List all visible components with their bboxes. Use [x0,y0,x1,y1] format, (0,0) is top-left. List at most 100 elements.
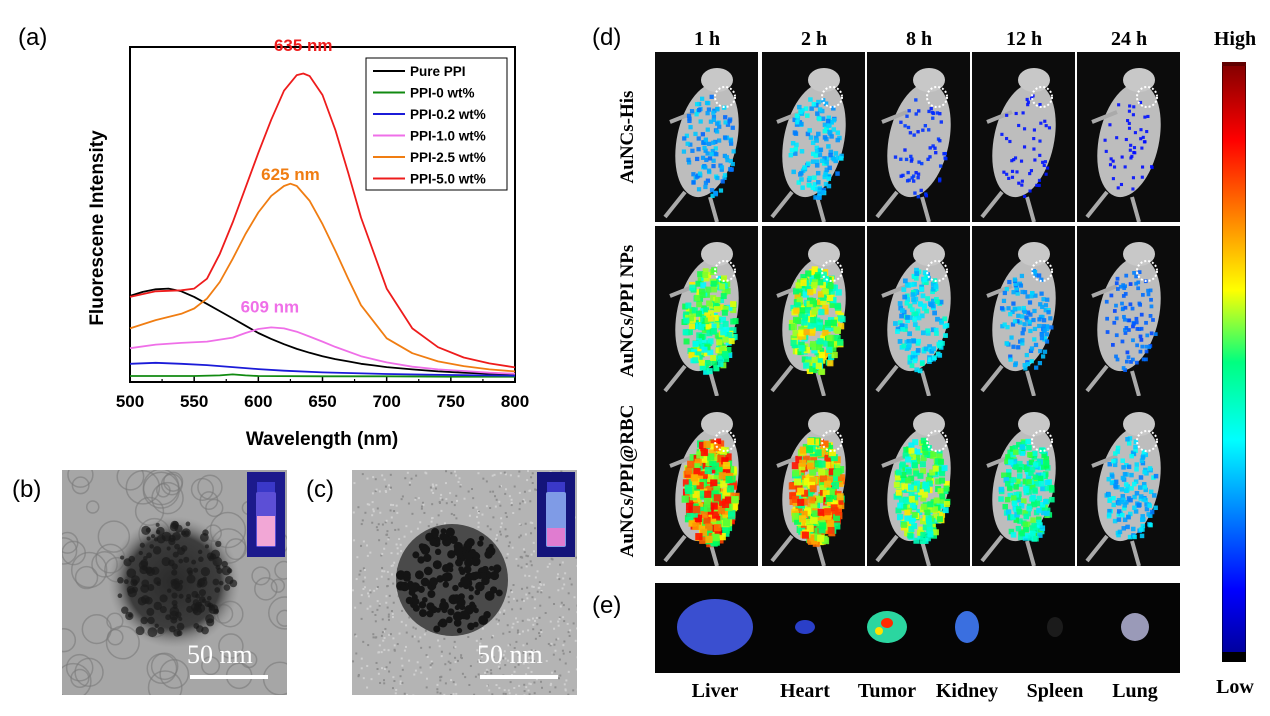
mouse-image [980,242,1056,396]
timepoint-header: 24 h [1110,28,1148,50]
peak-annotation: 609 nm [241,297,300,316]
x-tick-label: 500 [116,392,144,411]
x-axis-label: Wavelength (nm) [246,429,398,450]
series-line-ppi-1-0-wt- [129,326,516,375]
x-tick-label: 750 [437,392,465,411]
panel-label-c: (c) [306,476,334,503]
tem-image-c: 50 nm [352,470,577,695]
peak-annotation: 635 nm [274,36,333,55]
mouse-image [980,68,1056,222]
imaging-cell [762,52,865,222]
scale-bar-c [480,675,558,679]
organ-label: Lung [1112,680,1158,702]
timepoint-header: 2 h [800,28,828,50]
colorbar [1222,62,1246,662]
organ-spleen [1047,617,1063,637]
mouse-image [1085,68,1161,222]
tumor-circle-marker [1031,86,1053,108]
mouse-image [875,412,951,566]
imaging-cell [867,52,970,222]
mouse-image [980,412,1056,566]
imaging-cell [655,52,758,222]
imaging-cell [655,226,758,396]
tumor-circle-marker [1136,430,1158,452]
legend-entry: PPI-5.0 wt% [410,172,486,187]
organ-shapes [677,599,1149,655]
series-line-ppi-0-2-wt- [129,361,516,377]
x-tick-label: 600 [244,392,272,411]
imaging-cell [972,52,1075,222]
imaging-cell [655,396,758,566]
group-row-label: AuNCs/PPI@RBC [617,404,638,558]
mouse-image [770,68,846,222]
organ-label: Liver [691,680,739,702]
tumor-circle-marker [1136,86,1158,108]
imaging-cell [762,396,865,566]
tumor-circle-marker [714,260,736,282]
fluorescence-spectrum-chart: 500 550 600 650 700 750 800 635 nm 625 nm 609 nm… [87,36,529,450]
mouse-image [875,68,951,222]
panel-label-e: (e) [592,592,622,619]
series-line-ppi-2-5-wt- [129,182,516,373]
vial-photo-c [537,472,575,557]
timepoint-header: 1 h [693,28,721,50]
timepoint-header: 8 h [905,28,933,50]
scale-bar-b [190,675,268,679]
organ-kidney [955,611,979,643]
legend-entry: PPI-2.5 wt% [410,150,486,165]
tumor-circle-marker [926,260,948,282]
x-tick-label: 550 [180,392,208,411]
panel-label-d: (d) [592,24,622,51]
organ-label: Tumor [857,680,917,702]
x-tick-label: 650 [308,392,336,411]
tumor-circle-marker [821,86,843,108]
mouse-image [663,412,740,566]
imaging-cell [972,396,1075,566]
organ-label: Heart [780,680,830,702]
legend-entry: PPI-0 wt% [410,86,475,101]
legend-entry: PPI-1.0 wt% [410,129,486,144]
peak-annotation: 625 nm [261,165,320,184]
legend-entry: PPI-0.2 wt% [410,107,486,122]
ex-vivo-organ-image [655,583,1180,673]
imaging-cell [762,226,865,396]
tem-texture-b [62,470,287,695]
panel-label-b: (b) [12,476,42,503]
imaging-cell [867,396,970,566]
imaging-cell [1077,396,1180,566]
colorbar-high-label: High [1213,28,1257,50]
organ-lung [1121,613,1149,641]
group-row-label: AuNCs/PPI NPs [617,244,638,378]
y-axis-label: Fluorescene Intensity [87,130,108,326]
vial-photo-b [247,472,285,557]
mouse-image [770,412,846,566]
imaging-cell [972,226,1075,396]
mouse-image [1085,412,1161,566]
series-line-ppi-0-wt- [130,373,515,378]
tumor-circle-marker [1031,260,1053,282]
mouse-image [663,68,739,222]
tumor-circle-marker [821,260,843,282]
series-line-pure-ppi [129,287,516,376]
tumor-circle-marker [1031,430,1053,452]
x-tick-label: 700 [372,392,400,411]
organ-label: Kidney [935,680,999,702]
scale-bar-label-c: 50 nm [477,640,543,669]
organ-liver [677,599,753,655]
tumor-circle-marker [926,430,948,452]
mouse-image [875,242,951,396]
legend-entry: Pure PPI [410,64,466,79]
series-line-ppi-5-0-wt- [129,72,516,369]
organ-label: Spleen [1026,680,1084,702]
tumor-circle-marker [821,430,843,452]
x-tick-label: 800 [501,392,529,411]
timepoint-header: 12 h [1005,28,1043,50]
tumor-circle-marker [1136,260,1158,282]
imaging-cell [1077,52,1180,222]
legend: Pure PPI PPI-0 wt% PPI-0.2 wt% PPI-1.0 wt% P… [365,57,508,191]
group-row-label: AuNCs-His [617,90,638,184]
imaging-cell [867,226,970,396]
scale-bar-label-b: 50 nm [187,640,253,669]
panel-label-a: (a) [18,24,48,51]
tem-image-b: 50 nm [62,470,287,695]
